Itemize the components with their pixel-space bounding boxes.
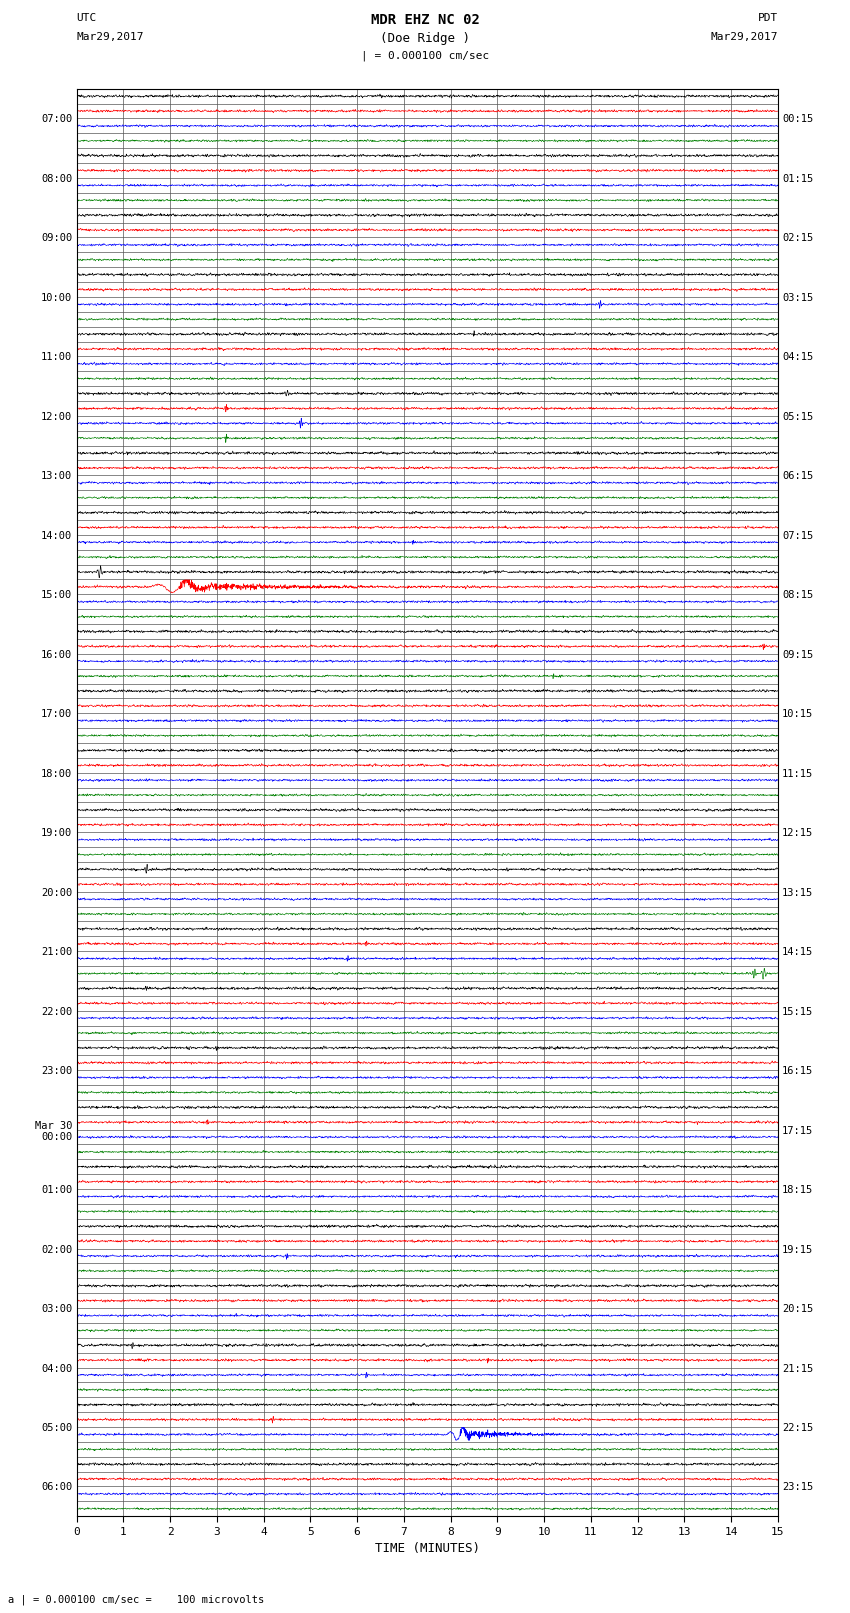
Text: Mar29,2017: Mar29,2017 <box>711 32 778 42</box>
Text: a | = 0.000100 cm/sec =    100 microvolts: a | = 0.000100 cm/sec = 100 microvolts <box>8 1594 264 1605</box>
Text: UTC: UTC <box>76 13 97 23</box>
Text: MDR EHZ NC 02: MDR EHZ NC 02 <box>371 13 479 27</box>
X-axis label: TIME (MINUTES): TIME (MINUTES) <box>375 1542 479 1555</box>
Text: | = 0.000100 cm/sec: | = 0.000100 cm/sec <box>361 50 489 61</box>
Text: PDT: PDT <box>757 13 778 23</box>
Text: Mar29,2017: Mar29,2017 <box>76 32 144 42</box>
Text: (Doe Ridge ): (Doe Ridge ) <box>380 32 470 45</box>
